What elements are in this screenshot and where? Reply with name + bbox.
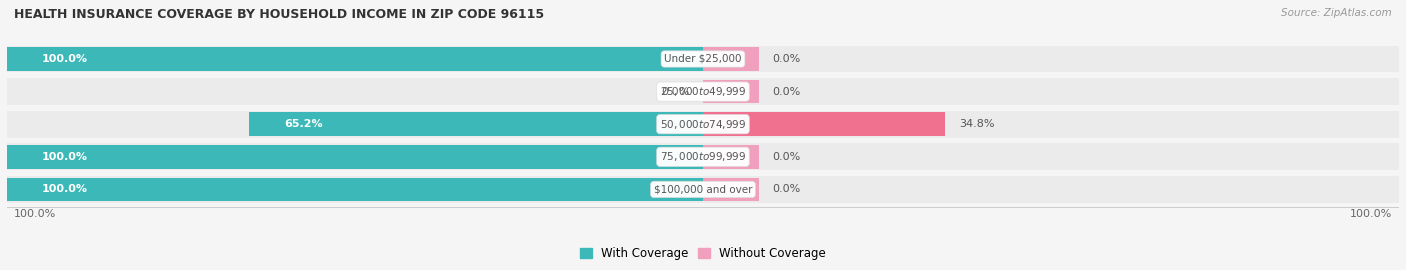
Bar xyxy=(703,145,759,168)
Bar xyxy=(703,178,759,201)
Text: $100,000 and over: $100,000 and over xyxy=(654,184,752,194)
Text: $50,000 to $74,999: $50,000 to $74,999 xyxy=(659,118,747,131)
Text: HEALTH INSURANCE COVERAGE BY HOUSEHOLD INCOME IN ZIP CODE 96115: HEALTH INSURANCE COVERAGE BY HOUSEHOLD I… xyxy=(14,8,544,21)
Bar xyxy=(7,111,1399,138)
Bar xyxy=(703,47,759,71)
Bar xyxy=(703,80,759,103)
Bar xyxy=(7,176,1399,203)
Legend: With Coverage, Without Coverage: With Coverage, Without Coverage xyxy=(579,247,827,260)
Text: 100.0%: 100.0% xyxy=(1350,209,1392,219)
Bar xyxy=(7,145,703,168)
Text: Under $25,000: Under $25,000 xyxy=(664,54,742,64)
Text: 0.0%: 0.0% xyxy=(773,54,801,64)
Text: 0.0%: 0.0% xyxy=(661,87,689,97)
Text: 0.0%: 0.0% xyxy=(773,152,801,162)
Text: 100.0%: 100.0% xyxy=(14,209,56,219)
Text: 0.0%: 0.0% xyxy=(773,184,801,194)
Text: 100.0%: 100.0% xyxy=(42,184,87,194)
Bar xyxy=(7,46,1399,72)
Bar xyxy=(7,47,703,71)
Text: $25,000 to $49,999: $25,000 to $49,999 xyxy=(659,85,747,98)
Bar xyxy=(703,113,945,136)
Bar xyxy=(7,178,703,201)
Text: 34.8%: 34.8% xyxy=(959,119,994,129)
Text: $75,000 to $99,999: $75,000 to $99,999 xyxy=(659,150,747,163)
Bar xyxy=(7,143,1399,170)
Text: Source: ZipAtlas.com: Source: ZipAtlas.com xyxy=(1281,8,1392,18)
Text: 100.0%: 100.0% xyxy=(42,54,87,64)
Text: 65.2%: 65.2% xyxy=(284,119,322,129)
Bar xyxy=(7,78,1399,105)
Text: 100.0%: 100.0% xyxy=(42,152,87,162)
Bar xyxy=(249,113,703,136)
Text: 0.0%: 0.0% xyxy=(773,87,801,97)
